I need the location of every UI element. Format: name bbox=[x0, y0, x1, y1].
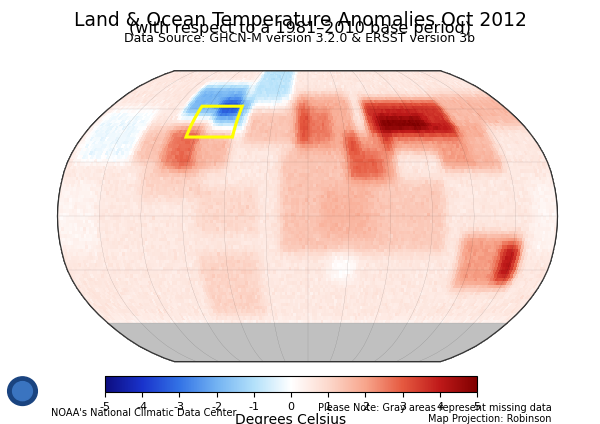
Text: Land & Ocean Temperature Anomalies Oct 2012: Land & Ocean Temperature Anomalies Oct 2… bbox=[74, 11, 526, 30]
Circle shape bbox=[13, 382, 32, 401]
Text: Data Source: GHCN-M version 3.2.0 & ERSST version 3b: Data Source: GHCN-M version 3.2.0 & ERSS… bbox=[125, 32, 476, 45]
Text: (with respect to a 1981–2010 base period): (with respect to a 1981–2010 base period… bbox=[129, 21, 471, 36]
Polygon shape bbox=[58, 71, 557, 362]
Circle shape bbox=[8, 377, 37, 405]
Text: NOAA's National Climatic Data Center: NOAA's National Climatic Data Center bbox=[51, 408, 236, 418]
X-axis label: Degrees Celsius: Degrees Celsius bbox=[235, 413, 347, 424]
Text: Please Note: Gray areas represent missing data
Map Projection: Robinson: Please Note: Gray areas represent missin… bbox=[318, 403, 552, 424]
